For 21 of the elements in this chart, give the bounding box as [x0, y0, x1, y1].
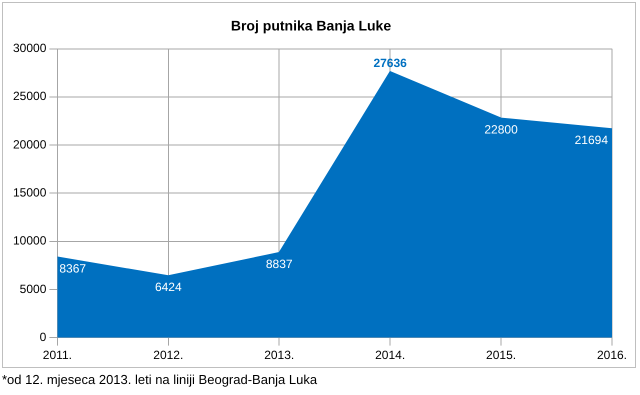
- y-tick-label: 30000: [12, 41, 47, 56]
- data-label: 8837: [266, 256, 293, 271]
- x-tick-label: 2016.: [596, 348, 628, 362]
- data-label: 22800: [484, 122, 518, 136]
- y-tick-label: 15000: [12, 186, 47, 200]
- y-tick-label: 10000: [12, 234, 47, 248]
- data-label: 27636: [373, 56, 408, 70]
- y-tick-label: 25000: [12, 89, 47, 104]
- x-tick-label: 2014.: [375, 348, 406, 362]
- text: *od 12. mjeseca 2013. leti na liniji Beograd-Banja Luka: [2, 372, 318, 387]
- x-tick-label: 2011.: [42, 348, 72, 362]
- y-tick-label: 20000: [12, 137, 47, 152]
- chart-title: Broj putnika Banja Luke: [230, 17, 392, 34]
- x-tick-label: 2012.: [153, 348, 184, 362]
- x-tick-label: 2015.: [486, 348, 516, 362]
- x-tick-label: 2013.: [264, 348, 294, 362]
- y-tick-label: 5000: [20, 282, 47, 296]
- y-tick-label: 0: [40, 330, 47, 344]
- data-label: 6424: [154, 280, 182, 294]
- data-label: 21694: [574, 133, 608, 148]
- data-label: 8367: [59, 261, 86, 276]
